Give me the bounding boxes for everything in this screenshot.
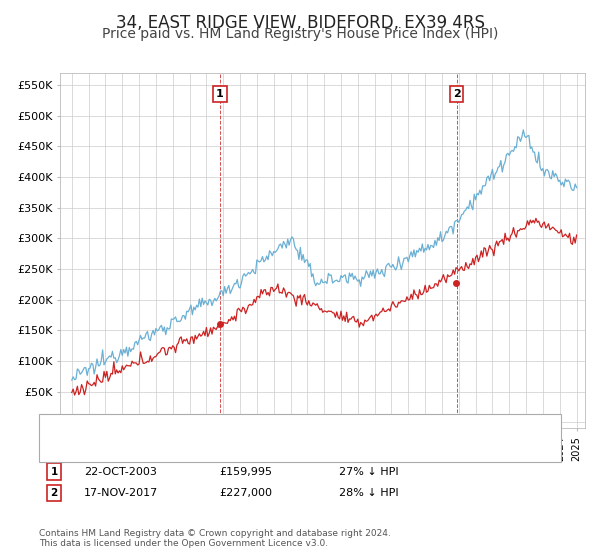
Text: —: — <box>51 432 69 450</box>
Text: 17-NOV-2017: 17-NOV-2017 <box>84 488 158 498</box>
Text: HPI: Average price, detached house, Torridge: HPI: Average price, detached house, Torr… <box>69 447 304 458</box>
Text: 28% ↓ HPI: 28% ↓ HPI <box>339 488 398 498</box>
Text: 34, EAST RIDGE VIEW, BIDEFORD, EX39 4RS (detached house): 34, EAST RIDGE VIEW, BIDEFORD, EX39 4RS … <box>69 436 394 446</box>
Text: £159,995: £159,995 <box>219 466 272 477</box>
Text: 34, EAST RIDGE VIEW, BIDEFORD, EX39 4RS: 34, EAST RIDGE VIEW, BIDEFORD, EX39 4RS <box>115 14 485 32</box>
Text: 1: 1 <box>50 466 58 477</box>
Text: £227,000: £227,000 <box>219 488 272 498</box>
Text: This data is licensed under the Open Government Licence v3.0.: This data is licensed under the Open Gov… <box>39 539 328 548</box>
Text: 22-OCT-2003: 22-OCT-2003 <box>84 466 157 477</box>
Text: Price paid vs. HM Land Registry's House Price Index (HPI): Price paid vs. HM Land Registry's House … <box>102 27 498 41</box>
Text: 27% ↓ HPI: 27% ↓ HPI <box>339 466 398 477</box>
Text: —: — <box>51 444 69 461</box>
Text: 2: 2 <box>50 488 58 498</box>
Text: 1: 1 <box>216 89 224 99</box>
Text: Contains HM Land Registry data © Crown copyright and database right 2024.: Contains HM Land Registry data © Crown c… <box>39 529 391 538</box>
Text: 2: 2 <box>453 89 460 99</box>
